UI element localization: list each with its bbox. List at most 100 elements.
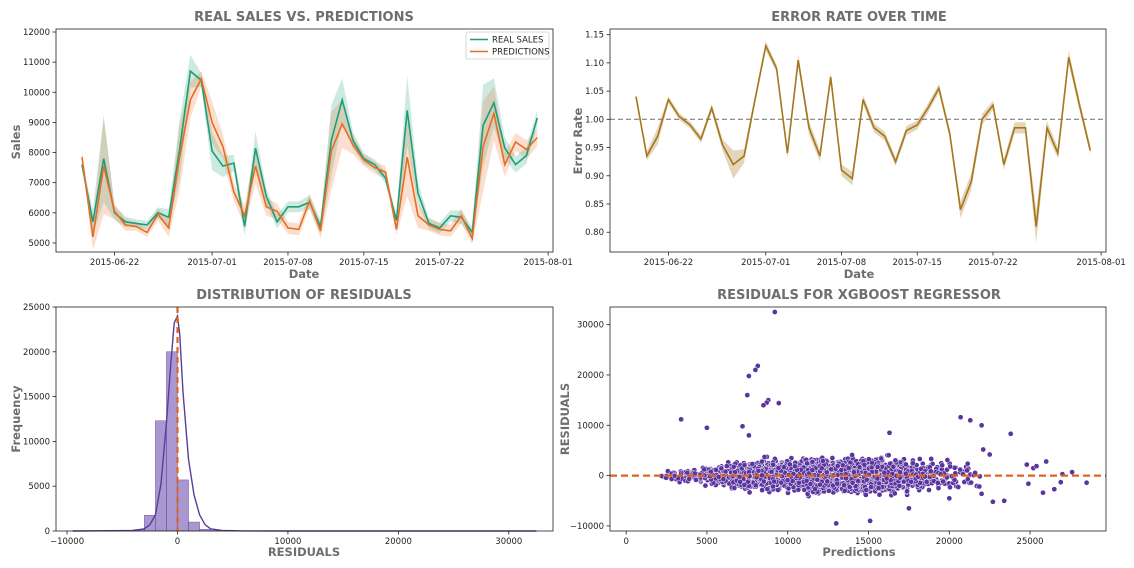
sales-panel: REAL SALES VS. PREDICTIONS Date Sales 20… bbox=[9, 10, 573, 281]
scatter-point bbox=[856, 464, 863, 471]
error-rate-panel: ERROR RATE OVER TIME Date Error Rate 201… bbox=[571, 10, 1126, 281]
scatter-point bbox=[957, 414, 964, 421]
scatter-point bbox=[892, 457, 899, 464]
y-tick-label: 8000 bbox=[28, 149, 50, 159]
scatter-point bbox=[731, 485, 738, 491]
scatter-point bbox=[741, 462, 748, 469]
scatter-y-axis-label: RESIDUALS bbox=[558, 383, 572, 455]
scatter-point bbox=[704, 424, 710, 431]
scatter-point bbox=[876, 491, 883, 498]
y-tick-label: 6000 bbox=[28, 209, 50, 219]
scatter-point bbox=[927, 468, 934, 475]
x-tick-label: 2015-08-01 bbox=[523, 258, 572, 268]
scatter-point bbox=[771, 309, 778, 315]
scatter-point bbox=[814, 476, 821, 483]
scatter-point bbox=[896, 482, 903, 489]
x-tick-label: 2015-07-22 bbox=[415, 258, 464, 268]
residual-distribution-panel: DISTRIBUTION OF RESIDUALS RESIDUALS Freq… bbox=[9, 288, 554, 559]
scatter-point bbox=[746, 489, 753, 496]
scatter-point bbox=[803, 477, 810, 484]
scatter-point bbox=[759, 458, 765, 465]
scatter-point bbox=[770, 483, 776, 490]
plot-frame bbox=[609, 306, 1107, 532]
scatter-point bbox=[1057, 479, 1064, 486]
scatter-point bbox=[1007, 430, 1014, 437]
scatter-point bbox=[819, 458, 826, 464]
y-tick-label: 5000 bbox=[28, 482, 50, 492]
scatter-point bbox=[1001, 497, 1008, 504]
x-tick-label: −10000 bbox=[50, 537, 84, 547]
scatter-point bbox=[967, 417, 974, 424]
scatter-point bbox=[863, 492, 869, 498]
hist-x-axis-label: RESIDUALS bbox=[268, 545, 340, 559]
y-tick-label: 0 bbox=[45, 527, 50, 537]
scatter-point bbox=[885, 452, 892, 459]
scatter-point bbox=[828, 466, 835, 473]
scatter-point bbox=[934, 480, 941, 486]
y-tick-label: 1.15 bbox=[585, 31, 604, 41]
scatter-point bbox=[851, 469, 857, 475]
scatter-point bbox=[986, 451, 993, 458]
y-tick-label: 1.00 bbox=[585, 115, 604, 125]
x-tick-label: 25000 bbox=[1017, 537, 1044, 547]
scatter-point bbox=[761, 454, 768, 460]
hist-chart-title: DISTRIBUTION OF RESIDUALS bbox=[196, 288, 412, 303]
scatter-point bbox=[841, 482, 847, 489]
scatter-point bbox=[826, 487, 832, 494]
histogram-bar bbox=[166, 351, 178, 532]
scatter-point bbox=[752, 482, 759, 489]
scatter-point bbox=[768, 468, 775, 475]
scatter-point bbox=[940, 478, 946, 485]
scatter-chart-title: RESIDUALS FOR XGBOOST REGRESSOR bbox=[717, 288, 1001, 303]
scatter-point bbox=[807, 481, 814, 487]
x-tick-label: 2015-06-22 bbox=[90, 258, 139, 268]
scatter-point bbox=[861, 461, 868, 468]
x-tick-label: 2015-07-15 bbox=[893, 258, 942, 268]
scatter-point bbox=[778, 479, 785, 486]
scatter-point bbox=[918, 465, 924, 472]
scatter-point bbox=[744, 392, 751, 398]
scatter-point bbox=[760, 402, 767, 409]
scatter-point bbox=[760, 478, 767, 485]
y-tick-label: 0.95 bbox=[585, 144, 604, 154]
scatter-point bbox=[737, 478, 744, 485]
y-tick-label: 0 bbox=[599, 472, 604, 482]
scatter-point bbox=[1040, 489, 1046, 496]
x-tick-label: 2015-07-15 bbox=[339, 258, 388, 268]
scatter-point bbox=[723, 463, 730, 469]
scatter-point bbox=[770, 461, 777, 468]
scatter-point bbox=[939, 462, 946, 469]
y-tick-label: 0.85 bbox=[585, 200, 604, 210]
scatter-point bbox=[730, 463, 737, 470]
scatter-point bbox=[741, 481, 748, 488]
scatter-point bbox=[818, 465, 825, 472]
y-tick-label: 0.80 bbox=[585, 228, 604, 238]
hist-y-axis-label: Frequency bbox=[9, 385, 23, 453]
scatter-point bbox=[817, 481, 823, 488]
scatter-point bbox=[878, 455, 885, 462]
error-x-axis-label: Date bbox=[844, 267, 875, 281]
scatter-point bbox=[863, 487, 870, 493]
scatter-point bbox=[951, 476, 958, 483]
scatter-point bbox=[1025, 480, 1032, 487]
scatter-point bbox=[746, 373, 752, 379]
x-tick-label: 2015-06-22 bbox=[644, 258, 693, 268]
y-tick-label: 20000 bbox=[577, 371, 604, 381]
scatter-point bbox=[944, 457, 951, 463]
scatter-point bbox=[1083, 479, 1090, 486]
scatter-point bbox=[829, 455, 836, 461]
error-y-axis-label: Error Rate bbox=[571, 107, 585, 174]
scatter-point bbox=[886, 429, 893, 436]
y-tick-label: 20000 bbox=[23, 348, 50, 358]
x-tick-label: 2015-07-08 bbox=[817, 258, 866, 268]
scatter-point bbox=[923, 479, 930, 485]
scatter-point bbox=[702, 482, 709, 489]
scatter-point bbox=[713, 467, 719, 473]
scatter-x-axis-label: Predictions bbox=[822, 545, 895, 559]
scatter-point bbox=[701, 466, 708, 473]
histogram-bar bbox=[177, 479, 189, 532]
y-tick-label: 7000 bbox=[28, 179, 50, 189]
legend-real-sales-label: REAL SALES bbox=[492, 36, 543, 46]
plot-frame bbox=[55, 28, 554, 253]
scatter-point bbox=[1051, 486, 1058, 493]
